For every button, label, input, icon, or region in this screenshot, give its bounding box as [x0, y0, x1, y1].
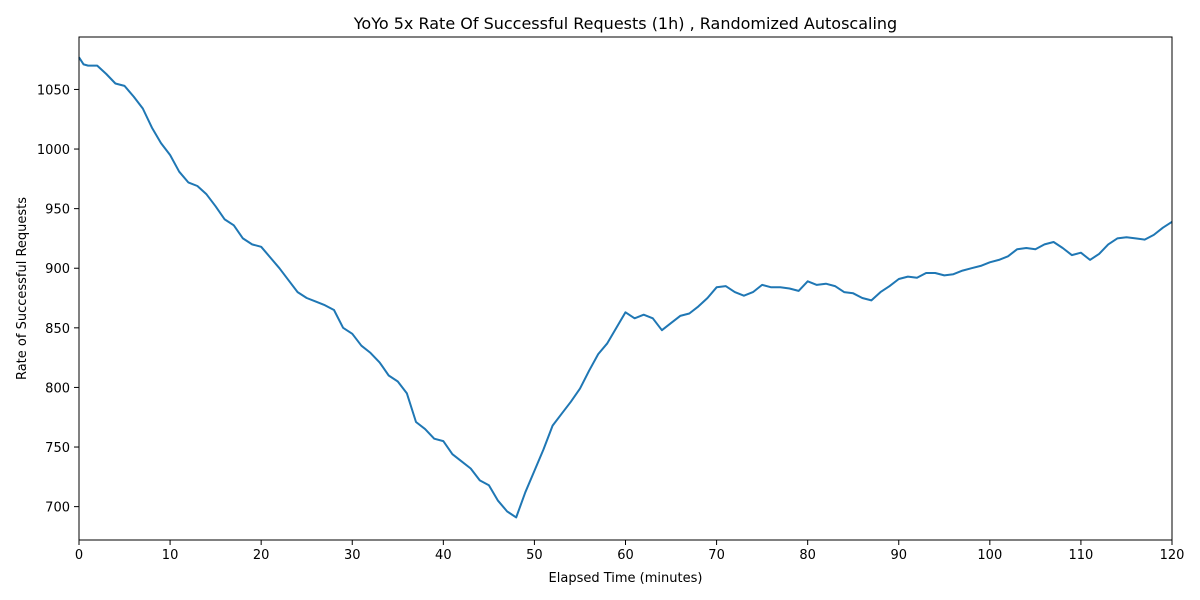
y-axis: 700 750 800 850 900 950 1000 1050: [37, 83, 79, 516]
y-tick-label: 700: [45, 501, 70, 516]
y-tick-label: 1000: [37, 143, 70, 158]
plot-background: [79, 37, 1172, 540]
y-tick-label: 1050: [37, 83, 70, 98]
y-tick-label: 950: [45, 203, 70, 218]
x-tick-label: 90: [890, 548, 907, 563]
x-tick-label: 80: [799, 548, 816, 563]
x-tick-label: 60: [617, 548, 634, 563]
x-axis: 0 10 20 30 40 50 60 70 80 90 100 110 120: [75, 540, 1185, 563]
x-tick-label: 110: [1069, 548, 1094, 563]
y-axis-label: Rate of Successful Requests: [15, 197, 30, 380]
y-tick-label: 800: [45, 381, 70, 396]
x-tick-label: 100: [977, 548, 1002, 563]
chart-title: YoYo 5x Rate Of Successful Requests (1h)…: [353, 14, 897, 33]
x-tick-label: 70: [708, 548, 725, 563]
x-tick-label: 20: [253, 548, 270, 563]
y-tick-label: 900: [45, 262, 70, 277]
x-tick-label: 10: [162, 548, 179, 563]
y-tick-label: 750: [45, 441, 70, 456]
y-tick-label: 850: [45, 322, 70, 337]
x-tick-label: 120: [1160, 548, 1185, 563]
x-tick-label: 30: [344, 548, 361, 563]
x-tick-label: 50: [526, 548, 543, 563]
x-axis-label: Elapsed Time (minutes): [549, 571, 703, 586]
series-line: [78, 56, 1173, 519]
x-tick-label: 40: [435, 548, 452, 563]
x-tick-label: 0: [75, 548, 83, 563]
